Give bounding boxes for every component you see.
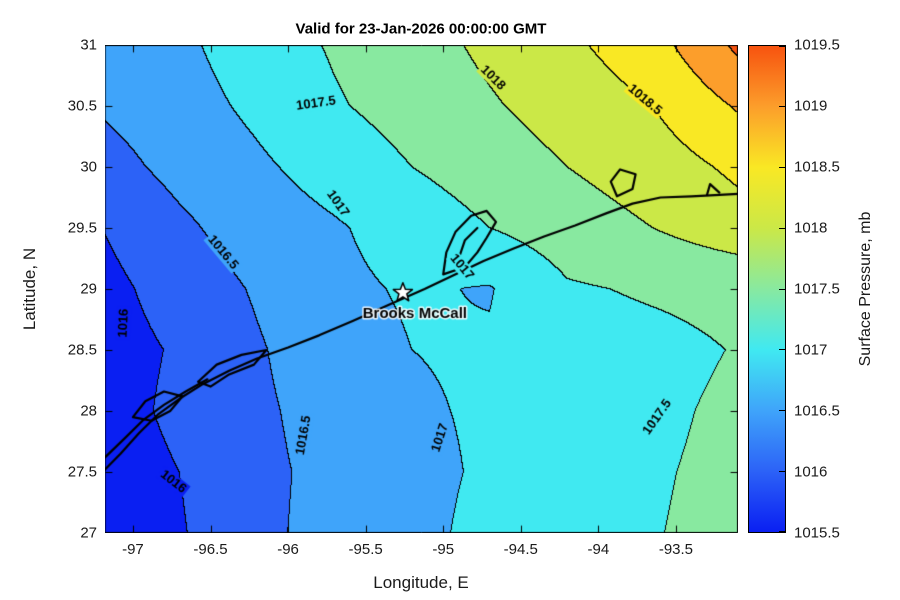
y-tick-label: 29.5 bbox=[67, 219, 97, 237]
colorbar-tick-label: 1019 bbox=[794, 97, 828, 115]
colorbar-tick-mark bbox=[779, 106, 785, 108]
colorbar-label: Surface Pressure, mb bbox=[857, 211, 874, 367]
x-tick-label: -95.5 bbox=[348, 541, 383, 558]
plot-area bbox=[105, 45, 738, 533]
y-tick-label: 27 bbox=[80, 524, 97, 542]
colorbar-tick-label: 1017 bbox=[794, 341, 828, 359]
y-tick-label: 28 bbox=[80, 402, 97, 420]
x-tick-label: -96.5 bbox=[193, 541, 228, 558]
colorbar-tick-mark bbox=[779, 349, 785, 351]
y-tick-label: 28.5 bbox=[67, 341, 97, 359]
colorbar-tick-label: 1016.5 bbox=[794, 402, 840, 420]
x-tick-label: -93.5 bbox=[658, 541, 694, 558]
colorbar-tick-mark bbox=[779, 470, 785, 472]
x-tick-label: -96 bbox=[277, 541, 299, 558]
colorbar-tick-label: 1015.5 bbox=[794, 524, 840, 542]
colorbar-tick-label: 1017.5 bbox=[794, 280, 840, 298]
colorbar-tick-mark bbox=[779, 531, 785, 532]
y-tick-label: 29 bbox=[80, 280, 97, 298]
contour-map-canvas bbox=[105, 45, 738, 533]
colorbar-tick-mark bbox=[779, 46, 785, 47]
colorbar bbox=[748, 45, 786, 533]
y-tick-label: 30 bbox=[80, 158, 97, 176]
colorbar-tick-label: 1019.5 bbox=[794, 36, 840, 54]
y-tick-label: 31 bbox=[80, 36, 97, 54]
colorbar-tick-label: 1018 bbox=[794, 219, 828, 237]
colorbar-tick-mark bbox=[779, 167, 785, 168]
x-tick-label: -97 bbox=[122, 541, 144, 558]
colorbar-tick-label: 1018.5 bbox=[794, 158, 840, 176]
x-tick-label: -94 bbox=[587, 541, 610, 558]
colorbar-tick-mark bbox=[779, 410, 785, 411]
y-tick-label: 30.5 bbox=[67, 97, 97, 115]
y-tick-label: 27.5 bbox=[67, 463, 97, 481]
colorbar-tick-mark bbox=[779, 288, 785, 290]
x-tick-label: -95 bbox=[432, 541, 455, 558]
colorbar-tick-mark bbox=[779, 227, 785, 229]
x-axis-label: Longitude, E bbox=[373, 573, 469, 592]
x-tick-label: -94.5 bbox=[503, 541, 538, 558]
figure-title: Valid for 23-Jan-2026 00:00:00 GMT bbox=[295, 20, 547, 38]
colorbar-tick-label: 1016 bbox=[794, 463, 828, 481]
y-axis-label: Latitude, N bbox=[20, 247, 39, 331]
